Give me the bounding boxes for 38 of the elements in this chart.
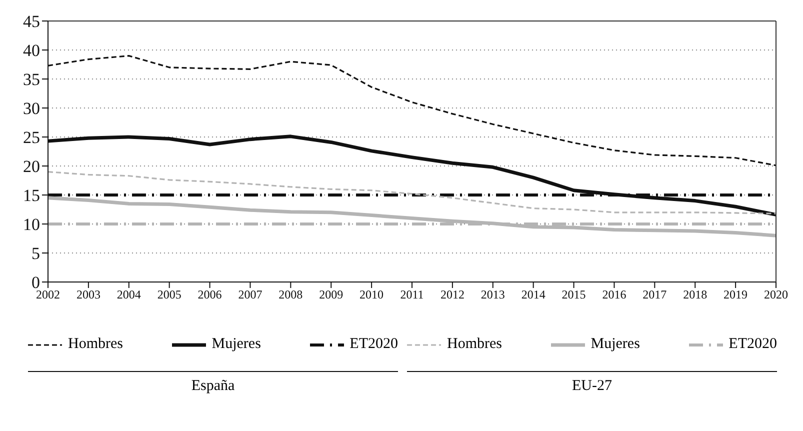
x-tick-label: 2015 (562, 288, 586, 302)
x-tick-label: 2007 (238, 288, 262, 302)
x-tick-label: 2020 (764, 288, 788, 302)
x-tick-label: 2002 (36, 288, 60, 302)
y-tick-label: 25 (23, 128, 40, 148)
y-tick-label: 40 (23, 41, 40, 60)
y-tick-label: 10 (23, 215, 40, 234)
legend-label: Mujeres (212, 336, 261, 353)
x-tick-label: 2014 (521, 288, 546, 302)
legend-label: Hombres (447, 336, 502, 353)
text: España (28, 371, 398, 395)
y-tick-label: 5 (32, 244, 40, 264)
legend-label: ET2020 (350, 336, 398, 353)
y-tick-label: 30 (23, 99, 40, 118)
legend-label: ET2020 (728, 336, 777, 353)
x-tick-label: 2012 (440, 288, 464, 302)
x-tick-label: 2017 (642, 288, 667, 302)
line-series (46, 196, 778, 238)
y-tick-label: 45 (23, 12, 40, 32)
x-tick-label: 2005 (157, 288, 182, 302)
y-tick-label: 20 (23, 157, 40, 176)
y-tick-label: 35 (23, 70, 40, 90)
text: EU-27 (407, 371, 777, 395)
x-tick-label: 2011 (400, 288, 424, 302)
x-tick-label: 2008 (278, 288, 303, 302)
x-tick-label: 2004 (116, 288, 141, 302)
x-tick-label: 2016 (602, 288, 626, 302)
legend-label: Mujeres (590, 336, 640, 353)
x-tick-label: 2018 (683, 288, 708, 302)
legend-label: Hombres (68, 336, 123, 353)
x-tick-label: 2003 (76, 288, 100, 302)
x-tick-label: 2019 (724, 288, 748, 302)
line-series (47, 171, 777, 214)
y-tick-label: 15 (23, 186, 40, 206)
x-tick-label: 2013 (480, 288, 505, 302)
x-tick-label: 2006 (198, 288, 222, 302)
x-tick-label: 2010 (360, 288, 384, 302)
x-tick-label: 2009 (319, 288, 344, 302)
